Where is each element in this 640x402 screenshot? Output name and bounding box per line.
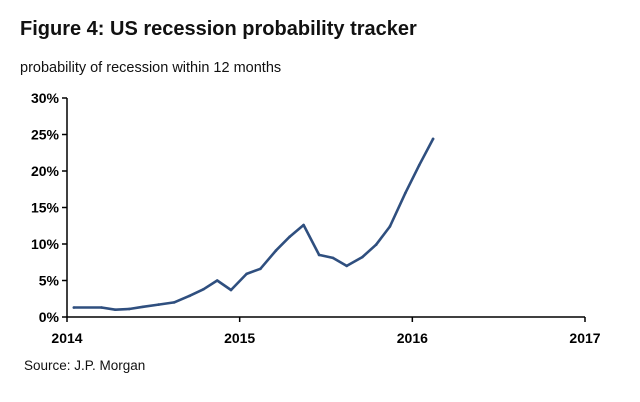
y-tick-label: 30% bbox=[31, 90, 60, 106]
source-note: Source: J.P. Morgan bbox=[24, 358, 146, 373]
data-point bbox=[202, 287, 205, 291]
chart-title: Figure 4: US recession probability track… bbox=[20, 18, 417, 40]
x-tick-label: 2014 bbox=[51, 330, 82, 346]
data-point bbox=[431, 137, 435, 141]
data-point bbox=[141, 305, 145, 309]
x-tick-label: 2017 bbox=[569, 330, 600, 346]
y-tick-label: 15% bbox=[31, 200, 60, 216]
data-point bbox=[157, 303, 160, 306]
data-point bbox=[127, 307, 131, 311]
data-point bbox=[374, 243, 378, 247]
chart-subtitle: probability of recession within 12 month… bbox=[20, 60, 282, 76]
y-tick-label: 10% bbox=[31, 236, 60, 252]
y-tick-label: 25% bbox=[31, 127, 60, 143]
data-point bbox=[259, 267, 262, 271]
data-point bbox=[345, 264, 349, 268]
data-point bbox=[72, 306, 76, 309]
data-point bbox=[317, 253, 321, 257]
data-point bbox=[215, 279, 219, 282]
x-tick-label: 2016 bbox=[397, 330, 428, 346]
data-point bbox=[229, 288, 233, 292]
x-tick-label: 2015 bbox=[224, 330, 255, 346]
data-point bbox=[331, 256, 335, 260]
data-point bbox=[302, 223, 305, 227]
series-line bbox=[72, 137, 435, 312]
data-point bbox=[100, 306, 103, 309]
data-point bbox=[245, 272, 248, 276]
data-point bbox=[188, 294, 191, 298]
data-point bbox=[274, 249, 278, 252]
data-point bbox=[417, 163, 421, 167]
data-point bbox=[360, 255, 364, 259]
y-tick-label: 0% bbox=[39, 309, 60, 325]
y-tick-label: 5% bbox=[39, 273, 60, 289]
series-group bbox=[72, 137, 435, 312]
data-point bbox=[172, 301, 176, 304]
data-point bbox=[404, 191, 407, 195]
data-point bbox=[288, 235, 292, 238]
x-axis-ticks: 2014 2015 2016 2017 bbox=[51, 317, 601, 346]
data-point bbox=[114, 308, 117, 312]
y-axis-ticks: 0% 5% 10% 15% 20% 25% 30% bbox=[31, 90, 67, 325]
y-tick-label: 20% bbox=[31, 163, 60, 179]
data-point bbox=[388, 225, 392, 228]
